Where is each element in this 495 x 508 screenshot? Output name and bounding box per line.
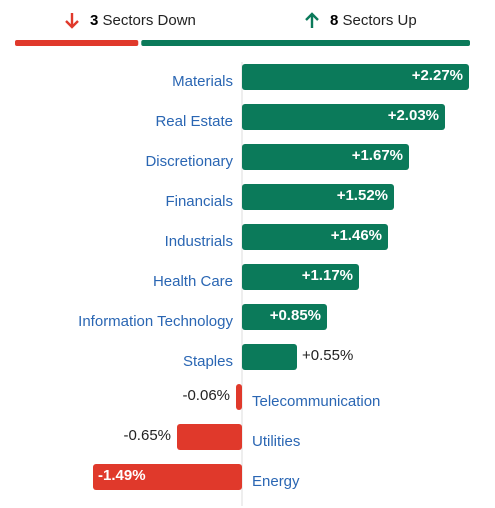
value-label: +1.46%: [331, 227, 382, 244]
category-label: Utilities: [252, 433, 300, 450]
category-label: Staples: [183, 353, 233, 370]
bar: [242, 224, 388, 250]
up-label: Sectors Up: [343, 12, 417, 29]
value-label: -1.49%: [98, 467, 146, 484]
bar: [242, 344, 297, 370]
bar: [93, 464, 242, 490]
category-label: Information Technology: [78, 313, 233, 330]
value-label: -0.06%: [182, 387, 230, 404]
category-label: Discretionary: [145, 153, 233, 170]
value-label: +2.03%: [388, 107, 439, 124]
down-count: 3: [90, 12, 98, 29]
bar: [242, 264, 359, 290]
bar: [242, 144, 409, 170]
bar: [177, 424, 242, 450]
down-label: Sectors Down: [103, 12, 196, 29]
category-label: Health Care: [153, 273, 233, 290]
value-label: -0.65%: [123, 427, 171, 444]
down-share-bar: [15, 40, 139, 46]
value-label: +2.27%: [412, 67, 463, 84]
category-label: Real Estate: [155, 113, 233, 130]
category-label: Energy: [252, 473, 300, 490]
value-label: +1.17%: [302, 267, 353, 284]
category-label: Financials: [165, 193, 233, 210]
down-summary: 3 Sectors Down: [90, 12, 196, 29]
value-label: +1.52%: [337, 187, 388, 204]
down-arrow-icon: [65, 13, 79, 29]
value-label: +0.85%: [270, 307, 321, 324]
up-arrow-icon: [305, 12, 319, 28]
bar: [236, 384, 242, 410]
value-label: +0.55%: [302, 347, 353, 364]
bar: [242, 184, 394, 210]
category-label: Telecommunication: [252, 393, 380, 410]
bar: [242, 64, 469, 90]
category-label: Industrials: [165, 233, 233, 250]
bar: [242, 304, 327, 330]
bar: [242, 104, 445, 130]
category-label: Materials: [172, 73, 233, 90]
up-summary: 8 Sectors Up: [330, 12, 417, 29]
value-label: +1.67%: [352, 147, 403, 164]
up-share-bar: [141, 40, 471, 46]
up-count: 8: [330, 12, 338, 29]
